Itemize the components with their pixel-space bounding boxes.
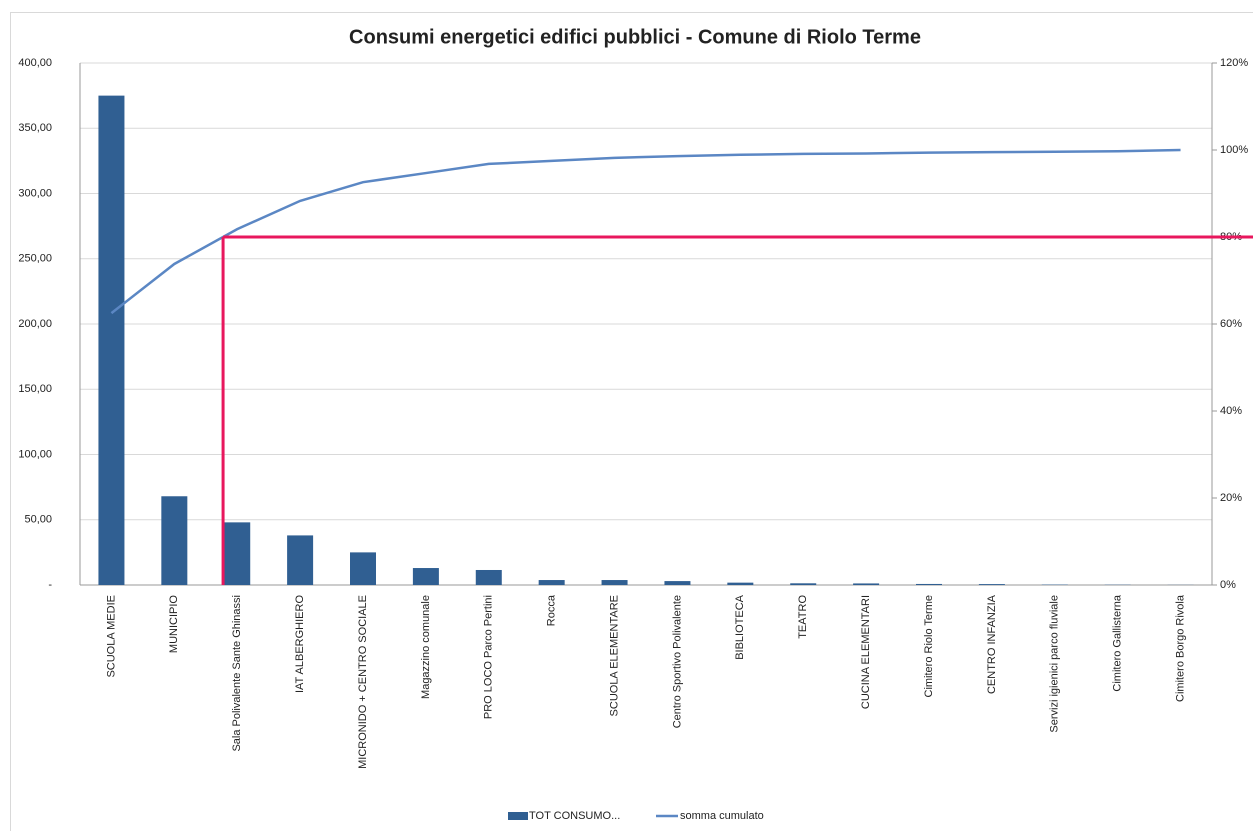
x-tick-label: Cimitero Riolo Terme xyxy=(923,595,935,698)
x-tick-label: IAT ALBERGHIERO xyxy=(294,595,306,693)
x-tick-label: PRO LOCO Parco Pertini xyxy=(483,595,495,719)
bar xyxy=(161,496,188,585)
y2-tick-label: 0% xyxy=(1220,579,1236,591)
x-tick-label: MUNICIPIO xyxy=(168,595,180,654)
y-tick-label: 100,00 xyxy=(18,448,52,460)
legend-label: somma cumulato xyxy=(680,810,764,822)
bar xyxy=(664,581,691,585)
bar xyxy=(916,583,942,585)
bar xyxy=(350,552,376,585)
y2-tick-label: 100% xyxy=(1220,144,1248,156)
bar xyxy=(978,584,1005,585)
y-tick-label: 300,00 xyxy=(18,187,52,199)
x-tick-label: MICRONIDO + CENTRO SOCIALE xyxy=(357,595,369,769)
x-tick-label: Magazzino comunale xyxy=(420,595,432,699)
y-tick-label: 400,00 xyxy=(18,57,52,69)
x-tick-label: Centro Sportivo Polivalente xyxy=(671,595,683,728)
legend-label: TOT CONSUMO... xyxy=(529,810,620,822)
y-tick-label: - xyxy=(48,579,52,591)
bar xyxy=(98,95,125,585)
bar xyxy=(224,522,251,585)
bar xyxy=(538,580,565,585)
bar xyxy=(475,569,502,585)
x-tick-label: CUCINA ELEMENTARI xyxy=(860,595,872,709)
bar xyxy=(853,583,880,585)
chart-title: Consumi energetici edifici pubblici - Co… xyxy=(349,26,921,48)
x-tick-label: CENTRO INFANZIA xyxy=(986,594,998,694)
bar xyxy=(287,535,314,585)
chart-frame xyxy=(10,12,1253,831)
x-tick-label: SCUOLA ELEMENTARE xyxy=(608,595,620,716)
y2-tick-label: 40% xyxy=(1220,405,1242,417)
x-tick-label: TEATRO xyxy=(797,595,809,639)
y-tick-label: 50,00 xyxy=(24,514,52,526)
x-tick-label: Cimitero Borgo Rivola xyxy=(1174,594,1186,702)
y2-tick-label: 60% xyxy=(1220,318,1242,330)
y-tick-label: 250,00 xyxy=(18,253,52,265)
y-tick-label: 150,00 xyxy=(18,383,52,395)
bar xyxy=(412,568,439,585)
x-tick-label: Rocca xyxy=(546,594,558,626)
x-tick-label: Servizi igienici parco fluviale xyxy=(1049,595,1061,733)
y-tick-label: 350,00 xyxy=(18,122,52,134)
bar xyxy=(727,582,754,585)
x-tick-label: Cimitero Gallisterna xyxy=(1112,594,1124,691)
cumulative-line xyxy=(110,148,1181,315)
legend-swatch xyxy=(508,812,528,820)
x-tick-label: SCUOLA MEDIE xyxy=(105,595,117,678)
y2-tick-label: 20% xyxy=(1220,492,1242,504)
y2-tick-label: 120% xyxy=(1220,57,1248,69)
x-tick-label: Sala Polivalente Sante Ghinassi xyxy=(231,595,243,752)
bar xyxy=(790,583,817,585)
y-tick-label: 200,00 xyxy=(18,318,52,330)
x-tick-label: BIBLIOTECA xyxy=(734,594,746,659)
bar xyxy=(601,580,628,585)
